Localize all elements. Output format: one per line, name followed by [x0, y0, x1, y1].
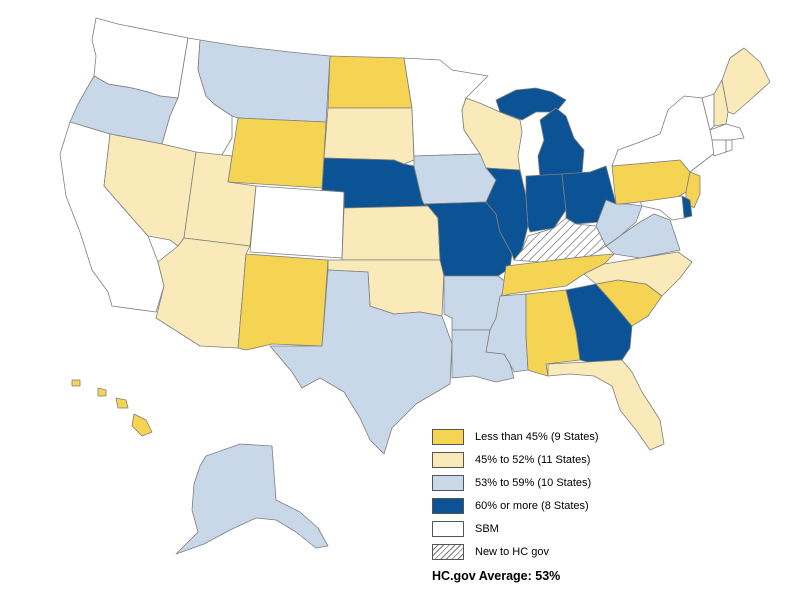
state-CO	[249, 185, 345, 259]
state-IL	[485, 167, 529, 261]
state-KS	[341, 205, 441, 261]
state-AK	[175, 443, 329, 555]
legend-item: 53% to 59% (10 States)	[432, 471, 732, 494]
state-MI-lower	[537, 107, 585, 179]
state-FL	[547, 359, 665, 451]
state-WY	[227, 117, 327, 189]
legend-swatch-hatched	[432, 543, 464, 560]
state-ND	[327, 55, 413, 109]
state-AZ	[155, 237, 251, 349]
state-NJ	[685, 171, 701, 209]
legend-item: Less than 45% (9 States)	[432, 425, 732, 448]
state-HI-main	[131, 413, 153, 437]
state-TX	[269, 269, 453, 455]
legend-label: New to HC gov	[475, 545, 549, 558]
legend-label: 60% or more (8 States)	[475, 499, 589, 512]
state-VA	[605, 213, 681, 259]
state-NY	[611, 95, 717, 173]
legend-label: SBM	[475, 522, 499, 535]
legend-swatch	[432, 451, 464, 468]
state-MI-upper	[495, 87, 567, 121]
state-HI-maui	[115, 397, 129, 409]
state-ME	[721, 47, 771, 115]
legend-item: SBM	[432, 517, 732, 540]
state-HI-kauai	[71, 379, 81, 387]
legend: Less than 45% (9 States) 45% to 52% (11 …	[432, 425, 732, 563]
state-SD	[323, 107, 415, 165]
state-CT	[711, 139, 727, 157]
state-HI-oahu	[97, 387, 107, 397]
legend-swatch	[432, 474, 464, 491]
state-WI	[461, 97, 523, 171]
state-NM	[237, 253, 329, 351]
legend-item: New to HC gov	[432, 540, 732, 563]
legend-label: Less than 45% (9 States)	[475, 430, 599, 443]
legend-label: 45% to 52% (11 States)	[475, 453, 591, 466]
state-RI	[725, 139, 733, 153]
legend-swatch	[432, 428, 464, 445]
legend-label: 53% to 59% (10 States)	[475, 476, 592, 489]
legend-item: 60% or more (8 States)	[432, 494, 732, 517]
legend-swatch	[432, 497, 464, 514]
state-MD	[639, 195, 685, 221]
state-NH	[713, 79, 729, 127]
state-NC	[583, 251, 693, 297]
state-MA	[709, 123, 745, 141]
legend-item: 45% to 52% (11 States)	[432, 448, 732, 471]
legend-swatch	[432, 520, 464, 537]
average-label: HC.gov Average: 53%	[432, 569, 561, 583]
